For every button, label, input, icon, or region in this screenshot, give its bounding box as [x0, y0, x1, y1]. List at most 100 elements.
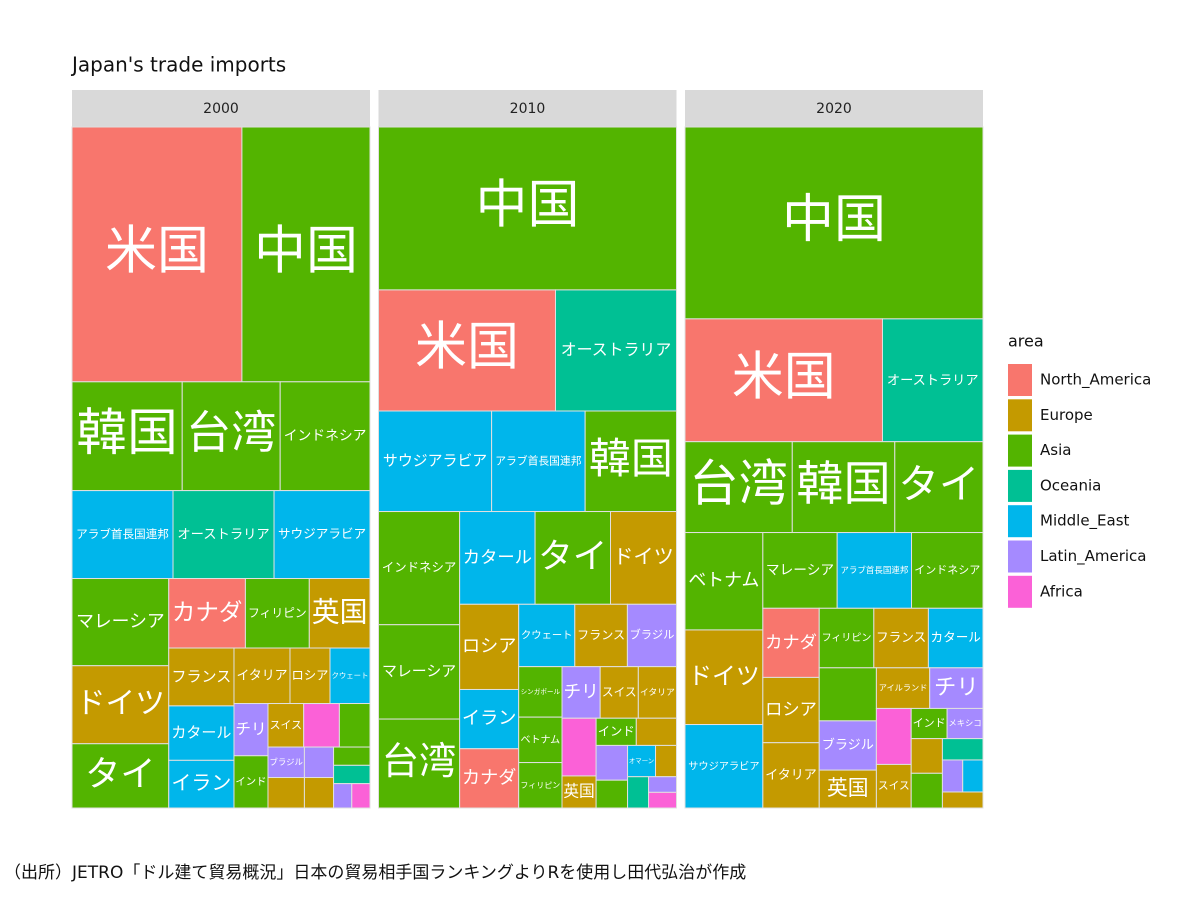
tile-label: インド	[235, 776, 266, 788]
tile-label: オマーン	[629, 757, 654, 765]
tile-label: 韓国	[589, 434, 673, 483]
tile	[71, 743, 170, 809]
tile	[71, 665, 170, 745]
tile	[168, 647, 235, 707]
tile-label: ブラジル	[270, 757, 303, 767]
tile	[595, 717, 637, 746]
tile-label: 韓国	[796, 457, 890, 512]
tile-label: フランス	[172, 667, 232, 685]
legend-label: North_America	[1040, 371, 1151, 390]
tile	[910, 738, 943, 774]
facet-strip	[685, 90, 983, 127]
tile-label: ロシア	[765, 700, 817, 720]
tile	[684, 441, 793, 534]
legend-title: area	[1008, 332, 1044, 351]
tile-label: アイルランド	[879, 683, 928, 693]
tile	[962, 759, 984, 793]
tile-label: カタール	[171, 724, 231, 742]
tile-label: 英国	[312, 595, 368, 628]
tile	[929, 667, 984, 709]
tile-label: チリ	[563, 682, 598, 702]
tile-label: インド	[913, 717, 946, 730]
legend-label: Europe	[1040, 406, 1093, 424]
tile-label: タイ	[538, 537, 607, 577]
tile-label: 中国	[782, 190, 886, 250]
tile	[762, 607, 820, 678]
legend-label: Africa	[1040, 582, 1083, 600]
tile-label: カナダ	[765, 633, 817, 653]
tile	[875, 707, 912, 765]
tile	[684, 532, 764, 631]
tile	[333, 764, 371, 785]
tile-label: 中国	[475, 175, 579, 235]
tile	[378, 410, 493, 513]
tile	[818, 769, 877, 809]
tile	[168, 705, 235, 761]
tile	[168, 578, 246, 649]
tile-label: オーストラリア	[177, 528, 269, 543]
tile	[584, 410, 677, 513]
legend-key	[1008, 575, 1032, 608]
tile-label: ドイツ	[613, 544, 674, 568]
tile	[911, 532, 984, 609]
tile-label: ロシア	[292, 668, 329, 682]
tile	[627, 776, 650, 809]
tile	[626, 603, 678, 668]
tile-label: ドイツ	[688, 662, 760, 690]
tile	[378, 511, 461, 626]
tile	[941, 738, 984, 761]
tile	[875, 763, 912, 809]
tile-label: ロシア	[462, 636, 516, 657]
tile	[303, 777, 335, 809]
tile-label: イラン	[171, 771, 231, 795]
tile-label: 台湾	[186, 406, 276, 459]
facet-label: 2020	[816, 101, 852, 117]
tile-label: 米国	[415, 317, 519, 377]
tile	[684, 126, 984, 320]
tile	[910, 707, 948, 740]
tile-label: クウェート	[521, 629, 572, 641]
tile-label: チリ	[934, 675, 979, 701]
tile-label: アラブ首長国連邦	[76, 527, 169, 541]
tile	[574, 603, 628, 668]
tile	[273, 490, 371, 580]
tile-label: 米国	[105, 221, 209, 281]
tile-label: クウェート	[332, 671, 369, 680]
tile	[71, 126, 243, 383]
tile-label: ブラジル	[629, 627, 674, 641]
tile	[378, 289, 556, 412]
tile-label: ベトナム	[520, 734, 560, 746]
tile-label: カタール	[463, 548, 532, 568]
tile	[873, 607, 929, 669]
tile	[941, 791, 984, 809]
tile	[233, 755, 269, 809]
tile-label: フィリピン	[520, 781, 560, 790]
tile	[241, 126, 371, 383]
tile	[655, 744, 677, 778]
tile-label: インドネシア	[284, 428, 367, 444]
legend-key	[1008, 399, 1032, 432]
tile	[518, 762, 563, 809]
tile-label: イタリア	[765, 768, 816, 783]
tile	[561, 717, 597, 777]
tile-label: 米国	[732, 347, 836, 407]
tile-label: オーストラリア	[561, 340, 671, 359]
tile	[762, 742, 820, 809]
tile	[818, 607, 875, 669]
tile-label: アラブ首長国連邦	[495, 453, 582, 467]
tile-label: フランス	[876, 630, 926, 645]
legend-key	[1008, 469, 1032, 502]
tile	[333, 783, 353, 809]
tile	[303, 703, 340, 748]
tile	[791, 441, 896, 534]
legend-key	[1008, 540, 1032, 573]
tile	[609, 511, 678, 605]
tile	[181, 381, 281, 492]
tile	[378, 126, 677, 291]
tile-label: マレーシア	[766, 562, 834, 578]
tile-label: タイ	[898, 460, 979, 508]
tile	[648, 776, 677, 793]
caption: （出所）JETRO「ドル建て貿易概況」日本の貿易相手国ランキングよりRを使用し田…	[4, 862, 746, 883]
tile-label: カタール	[931, 630, 981, 645]
